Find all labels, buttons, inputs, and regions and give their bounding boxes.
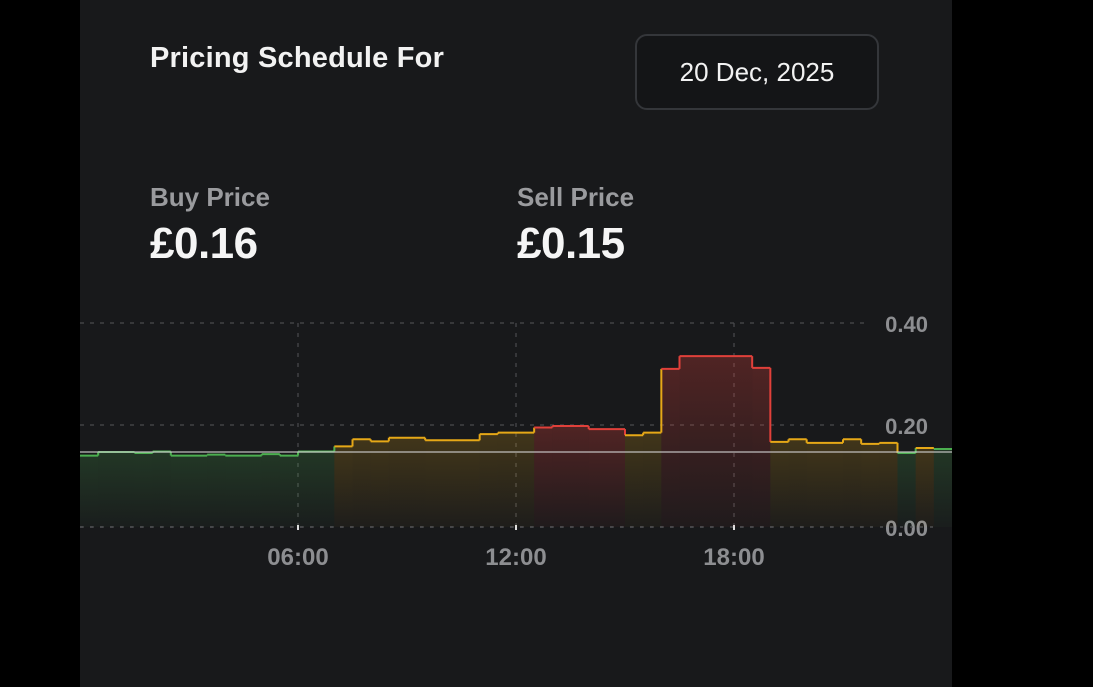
buy-price-area (98, 452, 135, 527)
buy-price-area (915, 447, 934, 527)
y-tick-label: 0.20 (885, 414, 928, 439)
buy-price-area (806, 442, 843, 527)
x-tick-label: 06:00 (267, 544, 328, 571)
buy-price-area (879, 442, 898, 527)
sell-price-block: Sell Price £0.15 (517, 182, 634, 269)
buy-price-area (298, 451, 335, 527)
buy-price-area (552, 426, 589, 527)
buy-price-area (861, 443, 880, 527)
buy-price-area (770, 441, 789, 527)
buy-price-area (352, 439, 371, 527)
buy-price-area (679, 356, 753, 527)
buy-price-area (279, 455, 298, 527)
buy-price-area (170, 455, 208, 527)
buy-price-area (588, 429, 625, 527)
buy-price-area (207, 454, 226, 527)
page-title: Pricing Schedule For (150, 42, 445, 74)
pricing-panel: Pricing Schedule For 20 Dec, 2025 Buy Pr… (80, 0, 952, 687)
buy-price-area (134, 453, 153, 527)
buy-price-area (788, 439, 807, 527)
buy-price-area (225, 455, 262, 527)
buy-price-area (261, 454, 280, 527)
buy-price-area (152, 451, 171, 527)
buy-price-area (643, 432, 662, 527)
buy-price-area (661, 368, 680, 527)
buy-price-area (497, 432, 535, 527)
buy-price-block: Buy Price £0.16 (150, 182, 270, 269)
buy-price-area (897, 453, 916, 527)
buy-price-area (425, 440, 480, 527)
buy-price-area (370, 441, 389, 527)
buy-price-area (752, 367, 771, 527)
buy-price-area (80, 455, 99, 527)
buy-price-area (933, 448, 952, 527)
sell-price-label: Sell Price (517, 182, 635, 212)
date-picker-button[interactable]: 20 Dec, 2025 (635, 34, 879, 110)
x-tick-label: 18:00 (703, 544, 764, 571)
buy-price-area (479, 434, 498, 527)
sell-price-value: £0.15 (517, 219, 625, 268)
x-tick-label: 12:00 (485, 544, 546, 571)
buy-price-area (334, 446, 353, 527)
buy-price-label: Buy Price (150, 182, 270, 212)
buy-price-area (843, 439, 862, 527)
buy-price-area (625, 435, 644, 527)
buy-price-value: £0.16 (150, 219, 258, 268)
buy-price-area (388, 437, 426, 527)
buy-price-area (534, 427, 553, 527)
y-tick-label: 0.40 (885, 312, 928, 337)
